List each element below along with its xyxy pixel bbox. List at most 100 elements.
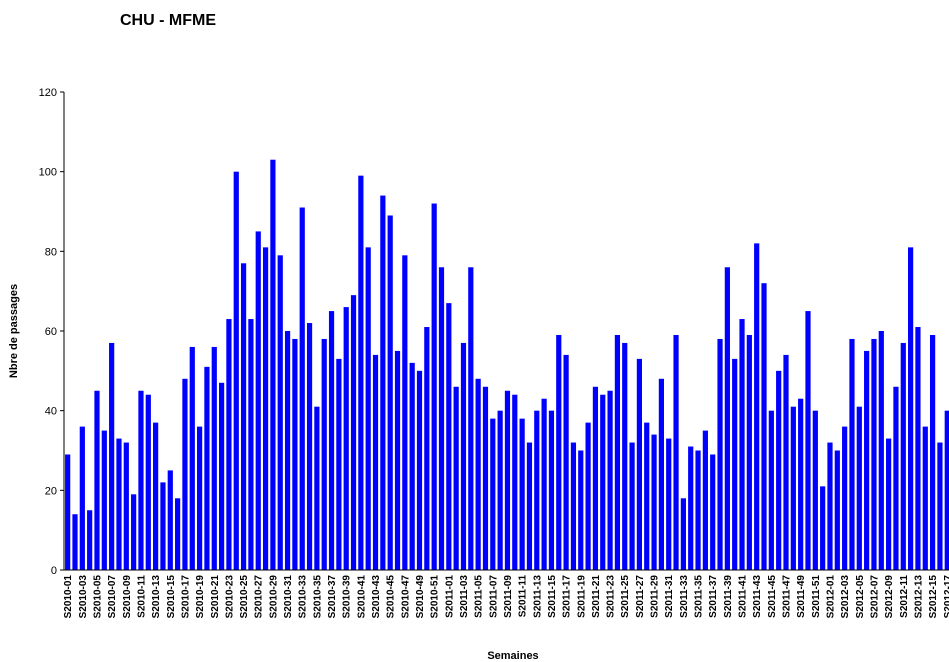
x-axis-label: Semaines [487, 650, 538, 662]
x-tick-label: S2012-03 [840, 575, 851, 619]
bar [394, 350, 401, 570]
x-tick-label: S2011-47 [782, 575, 793, 618]
bar [270, 159, 276, 570]
x-tick-label: S2010-01 [63, 575, 74, 619]
bar [820, 486, 826, 570]
x-tick-label: S2011-15 [547, 575, 558, 618]
bar [160, 482, 166, 570]
bar [218, 382, 225, 570]
x-tick-label: S2011-35 [694, 575, 705, 618]
bar [175, 498, 181, 570]
bar [922, 426, 928, 570]
x-tick-label: S2010-43 [371, 575, 382, 619]
bar [680, 498, 686, 570]
bar [790, 406, 796, 570]
bar [284, 331, 291, 570]
bar [321, 338, 327, 570]
bar [548, 410, 555, 570]
y-tick-label: 120 [39, 87, 57, 99]
x-tick-label: S2010-09 [122, 575, 133, 619]
x-tick-label: S2010-15 [166, 575, 177, 619]
bar [387, 215, 393, 570]
bar [717, 338, 723, 570]
x-tick-label: S2010-07 [107, 575, 118, 619]
bar [842, 426, 848, 570]
x-tick-label: S2010-49 [415, 575, 426, 619]
bar [688, 446, 694, 570]
bar [563, 354, 569, 570]
x-tick-label: S2010-21 [210, 575, 221, 619]
bar [585, 422, 591, 570]
bar [167, 470, 173, 570]
x-tick-label: S2010-31 [283, 575, 294, 619]
bar [856, 406, 862, 570]
bar [930, 334, 936, 570]
bar [101, 430, 107, 570]
bar [226, 319, 232, 570]
x-tick-label: S2010-27 [254, 575, 265, 619]
x-tick-label: S2011-27 [635, 575, 646, 618]
x-tick-label: S2011-17 [562, 575, 573, 618]
bar [724, 267, 730, 570]
bar [732, 358, 738, 570]
bar [812, 410, 818, 570]
bar [328, 311, 335, 570]
bar [138, 390, 144, 570]
y-tick-label: 80 [45, 246, 57, 258]
x-tick-label: S2010-39 [342, 575, 353, 619]
bar [372, 354, 379, 570]
x-tick-label: S2011-03 [459, 575, 470, 618]
x-tick-label: S2010-37 [327, 575, 338, 619]
bar [299, 207, 305, 570]
bar [409, 362, 415, 570]
x-tick-label: S2011-49 [796, 575, 807, 618]
x-tick-label: S2011-01 [444, 575, 455, 618]
bar [87, 510, 93, 570]
x-tick-label: S2011-41 [738, 575, 749, 618]
bar [211, 346, 217, 570]
bar [116, 438, 122, 570]
bar [248, 319, 254, 570]
x-tick-label: S2010-41 [356, 575, 367, 619]
x-tick-label: S2011-23 [606, 575, 617, 618]
x-tick-label: S2012-13 [913, 575, 924, 619]
bar [937, 442, 943, 570]
x-tick-label: S2011-51 [811, 575, 822, 618]
x-tick-label: S2011-43 [752, 575, 763, 618]
y-tick-label: 20 [45, 485, 57, 497]
bar [431, 203, 437, 571]
x-tick-label: S2010-51 [430, 575, 441, 619]
bar [350, 295, 357, 570]
bar [658, 378, 664, 570]
bar [827, 442, 833, 570]
bar [453, 386, 459, 570]
bar [336, 358, 342, 570]
y-axis-label: Nbre de passages [8, 284, 20, 378]
x-tick-label: S2010-25 [239, 575, 250, 619]
bar [915, 327, 921, 570]
bar [468, 267, 474, 570]
bar [710, 454, 716, 570]
bar [424, 327, 430, 570]
bar [834, 450, 840, 570]
bar [651, 434, 657, 570]
bar [153, 422, 159, 570]
bar [490, 418, 496, 570]
bar [65, 454, 71, 570]
x-tick-label: S2011-07 [488, 575, 499, 618]
bar [864, 350, 870, 570]
x-tick-label: S2011-09 [503, 575, 514, 618]
bar [343, 307, 349, 570]
x-tick-label: S2010-29 [268, 575, 279, 619]
bar [482, 386, 489, 570]
bar [644, 422, 650, 570]
bar [776, 370, 782, 570]
y-tick-label: 100 [39, 167, 57, 179]
bar [526, 442, 533, 570]
bar [622, 342, 628, 570]
bar [702, 430, 708, 570]
x-tick-label: S2010-17 [180, 575, 191, 619]
bar [460, 342, 467, 570]
bar [592, 386, 599, 570]
